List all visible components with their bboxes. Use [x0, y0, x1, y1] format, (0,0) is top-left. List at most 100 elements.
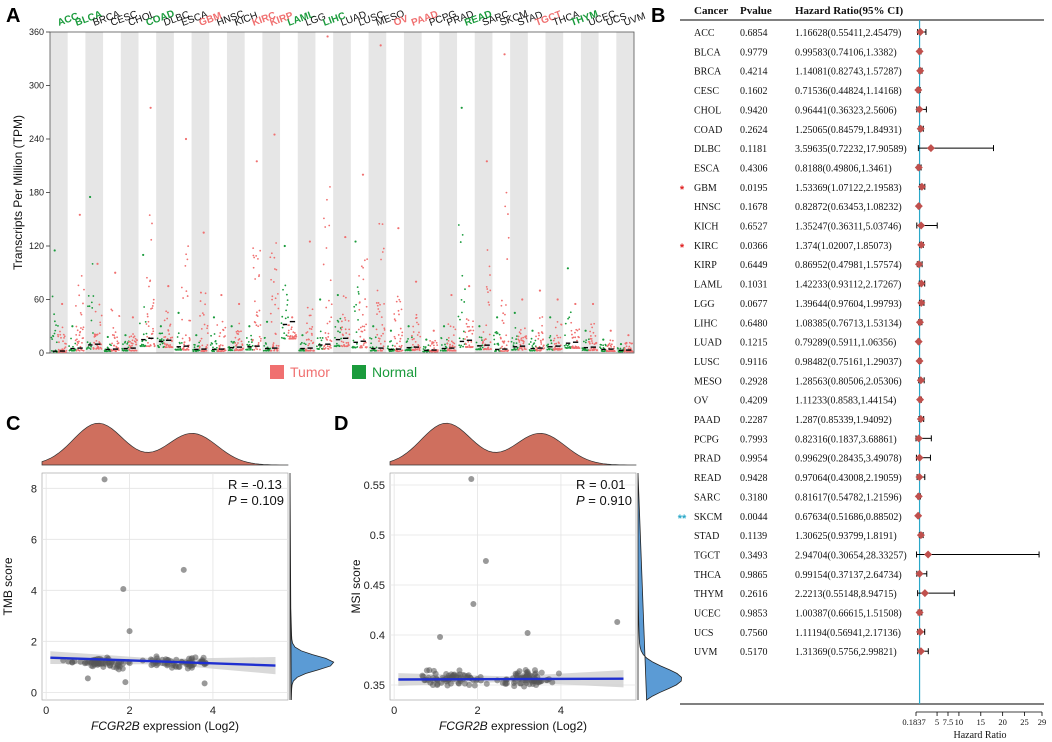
tumor-point [330, 346, 332, 349]
tumor-point [152, 302, 155, 304]
tumor-point [437, 349, 439, 352]
tumor-point [306, 331, 309, 333]
x-tick-label: 4 [558, 705, 564, 717]
normal-max-point [478, 325, 481, 328]
tumor-point [416, 348, 419, 351]
tumor-point [470, 340, 473, 343]
tumor-point [571, 333, 573, 336]
normal-point [303, 342, 306, 345]
top-density-curve [389, 422, 637, 466]
tumor-max-point [255, 160, 258, 163]
tumor-point [270, 278, 272, 281]
tumor-point [198, 345, 201, 348]
tumor-point [454, 328, 457, 331]
forest-row-cancer: SARC [694, 492, 720, 503]
normal-point [88, 305, 91, 308]
tumor-point [114, 331, 117, 334]
forest-row-pvalue: 0.1031 [740, 280, 768, 291]
normal-point [334, 336, 336, 339]
tumor-max-point [184, 137, 188, 141]
tumor-point [506, 258, 509, 260]
tumor-point [275, 242, 278, 244]
tumor-point [100, 348, 103, 350]
tumor-point [361, 346, 363, 349]
tumor-point [252, 266, 255, 269]
tumor-point [383, 327, 386, 330]
significance-marker: * [680, 242, 685, 254]
hazard-ratio-marker [915, 569, 924, 578]
tumor-point [76, 329, 79, 332]
tumor-point [182, 297, 185, 299]
normal-point [475, 341, 478, 344]
tumor-point [519, 328, 522, 331]
tumor-point [451, 345, 454, 348]
panel-a-expression-plot: 0 60 120 180 240 300 360 Transcripts Per Millio… [11, 8, 647, 380]
tumor-point [115, 346, 118, 349]
stripe-band [50, 32, 68, 353]
tumor-point [259, 348, 261, 351]
tumor-point [169, 344, 172, 346]
normal-point [391, 349, 394, 352]
side-density-curve [637, 472, 682, 701]
normal-point [53, 313, 56, 316]
normal-point [198, 349, 201, 352]
tumor-point [171, 340, 173, 343]
forest-row-ci: 1.287(0.85339,1.94092) [795, 415, 892, 426]
tumor-point [629, 347, 632, 350]
tumor-point [542, 344, 545, 347]
tumor-point [113, 344, 116, 347]
normal-point [458, 337, 461, 340]
tumor-point [240, 340, 243, 343]
normal-point [496, 332, 499, 335]
hazard-ratio-marker [926, 144, 935, 153]
tumor-point [82, 326, 85, 329]
forest-row-ci: 1.00387(0.66615,1.51508) [795, 609, 902, 620]
forest-row-cancer: STAD [694, 531, 719, 542]
normal-point [158, 346, 161, 349]
tumor-point [417, 323, 420, 326]
tumor-point [362, 278, 365, 281]
tumor-point [98, 332, 101, 335]
normal-point [53, 320, 56, 323]
tumor-point [224, 335, 226, 337]
correlation-p: P = 0.910 [576, 493, 632, 508]
forest-row-pvalue: 0.9420 [740, 105, 768, 116]
tumor-max-point [202, 231, 205, 234]
normal-point [89, 348, 92, 350]
forest-row-cancer: LGG [694, 299, 715, 310]
forest-row-pvalue: 0.7993 [740, 434, 768, 445]
tumor-point [238, 338, 241, 340]
normal-point [407, 337, 409, 340]
tumor-point [199, 340, 202, 342]
x-tick-label: 2 [474, 705, 480, 717]
tumor-point [151, 222, 153, 225]
significance-marker: * [680, 184, 685, 196]
normal-point [424, 346, 427, 348]
normal-point [90, 345, 92, 348]
panel-b-forest-plot: Cancer Pvalue Hazard Ratio(95% CI) ACC 0.685… [678, 5, 1047, 741]
tumor-max-point [503, 53, 506, 56]
tumor-point [98, 348, 100, 350]
tumor-point [131, 342, 134, 345]
panel-label-b: B [651, 5, 665, 27]
tumor-point [507, 213, 509, 215]
normal-point [280, 322, 283, 325]
gene-name: FCGR2B [91, 719, 140, 733]
normal-point [262, 349, 265, 352]
data-point [429, 681, 436, 688]
tumor-point [434, 339, 437, 342]
normal-point [375, 349, 378, 352]
tumor-point [149, 344, 152, 347]
hazard-ratio-marker [916, 66, 925, 75]
tumor-point [131, 349, 134, 352]
tumor-point [472, 320, 474, 323]
forest-row-ci: 1.42233(0.93112,2.17267) [795, 280, 901, 291]
tumor-point [400, 346, 402, 349]
y-tick-label: 240 [29, 134, 44, 144]
forest-x-tick-label: 29 [1038, 717, 1047, 727]
tumor-point [185, 253, 188, 256]
tumor-point [578, 347, 581, 349]
tumor-point [273, 348, 276, 351]
tumor-point [325, 306, 328, 309]
tumor-point [570, 329, 573, 332]
